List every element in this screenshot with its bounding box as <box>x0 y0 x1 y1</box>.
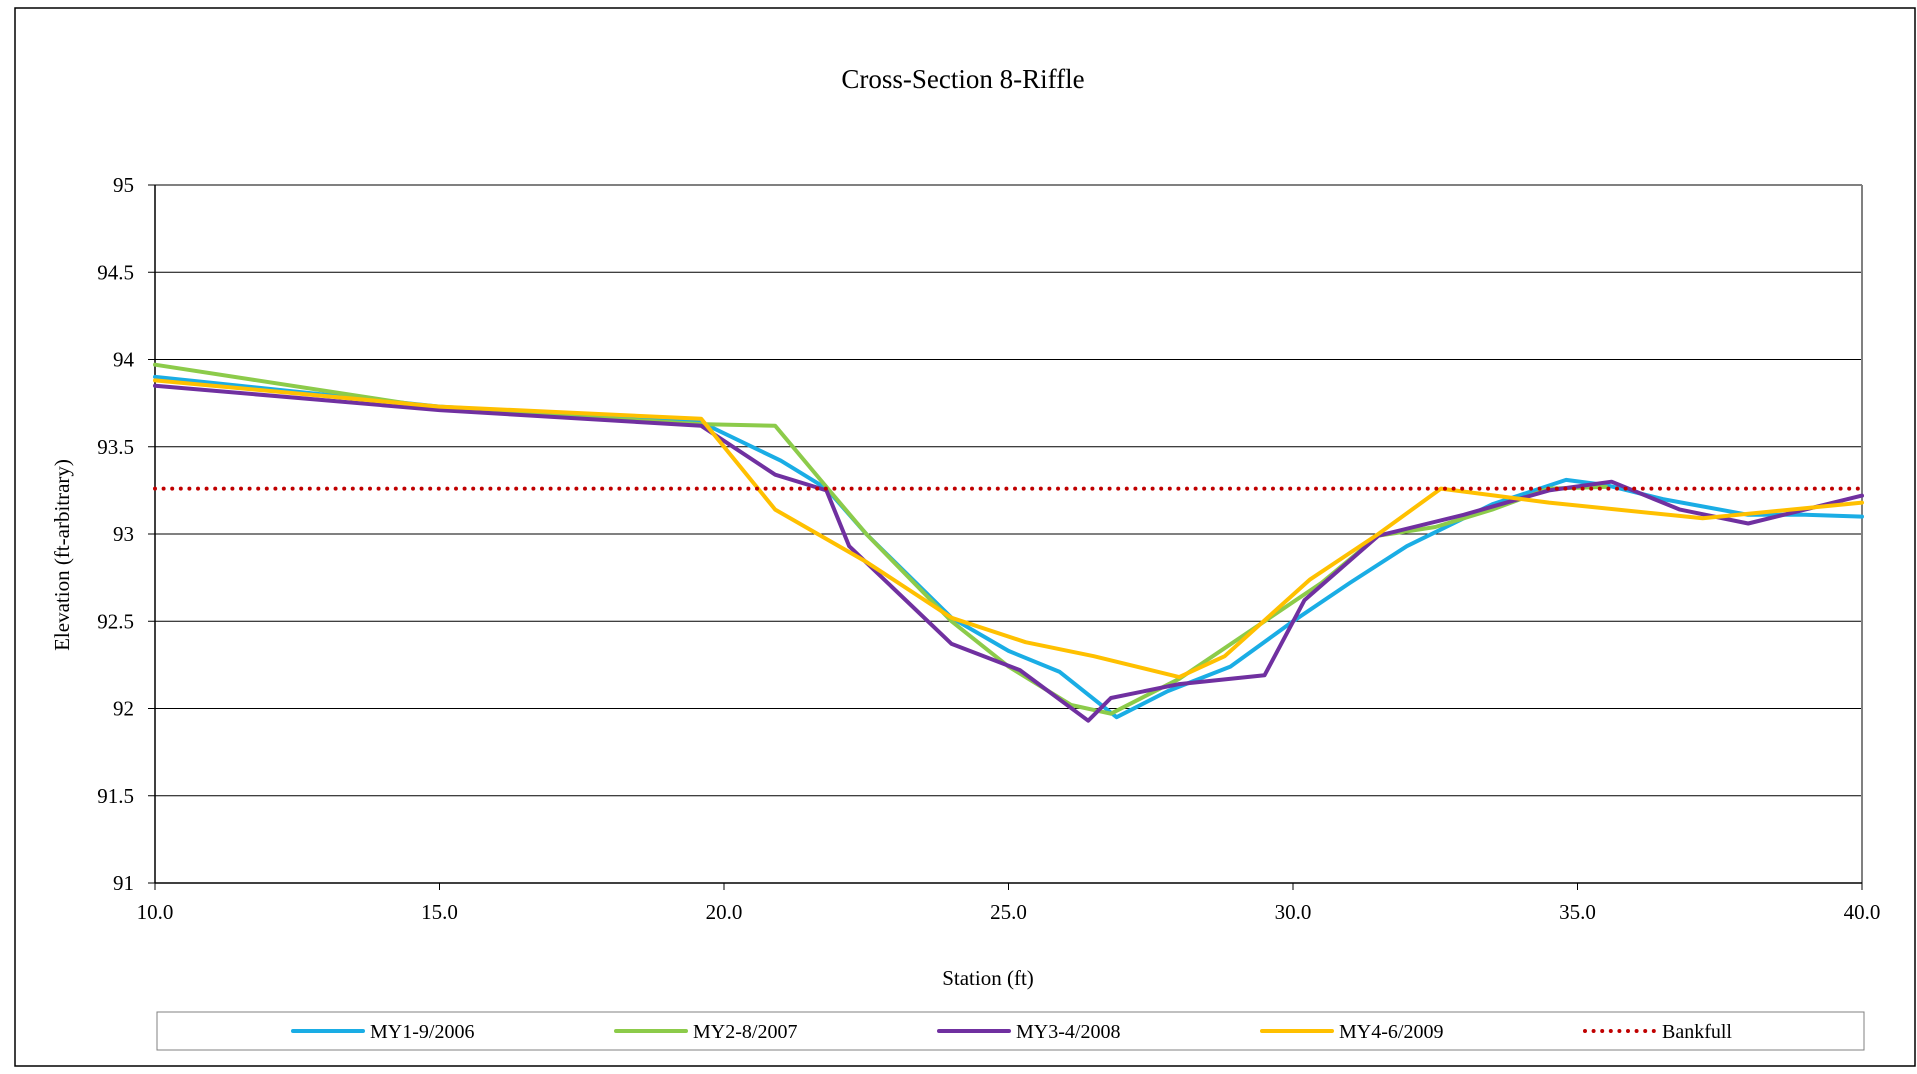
x-tick-label: 10.0 <box>137 900 174 924</box>
legend-label: Bankfull <box>1662 1021 1732 1043</box>
legend-label: MY2-8/2007 <box>693 1021 797 1043</box>
x-tick-label: 35.0 <box>1559 900 1596 924</box>
series-line-my4-6-2009 <box>153 378 1864 680</box>
x-tick-label: 40.0 <box>1844 900 1881 924</box>
chart-border <box>14 7 1916 1067</box>
plot-series <box>153 362 1864 723</box>
series-line-my3-4-2008 <box>153 383 1864 723</box>
y-tick-label: 91.5 <box>97 784 134 808</box>
axes: 91 91.5 92 92.5 93 93.5 94 94.5 95 10.0 15.0 20.0 25… <box>97 173 1880 924</box>
y-tick-label: 91 <box>113 871 134 895</box>
gridlines <box>155 184 1863 884</box>
y-tick-label: 92.5 <box>97 609 134 633</box>
x-tick-label: 25.0 <box>990 900 1027 924</box>
x-tick-label: 30.0 <box>1275 900 1312 924</box>
legend-label: MY3-4/2008 <box>1016 1021 1120 1043</box>
y-tick-label: 93.5 <box>97 435 134 459</box>
x-axis-label: Station (ft) <box>942 966 1034 990</box>
x-tick-label: 15.0 <box>421 900 458 924</box>
y-axis-label: Elevation (ft-arbitrary) <box>50 459 74 651</box>
series-line-my2-8-2007 <box>153 362 1608 716</box>
legend-label: MY4-6/2009 <box>1339 1021 1443 1043</box>
y-tick-label: 93 <box>113 522 134 546</box>
legend: MY1-9/2006 MY2-8/2007 MY3-4/2008 MY4-6/2009… <box>156 1011 1865 1051</box>
y-tick-label: 94 <box>113 348 135 372</box>
y-tick-label: 92 <box>113 697 134 721</box>
y-tick-label: 94.5 <box>97 260 134 284</box>
chart-title: Cross-Section 8-Riffle <box>841 64 1084 94</box>
legend-label: MY1-9/2006 <box>370 1021 474 1043</box>
x-tick-label: 20.0 <box>706 900 743 924</box>
y-tick-label: 95 <box>113 173 134 197</box>
